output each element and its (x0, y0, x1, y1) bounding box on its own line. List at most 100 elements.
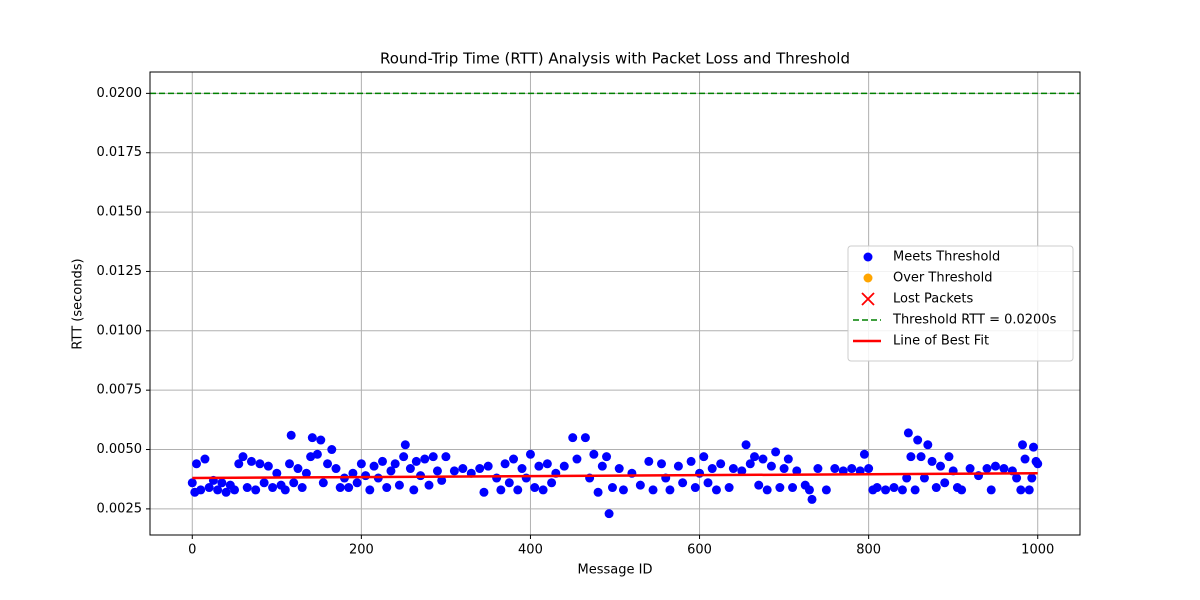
data-point (335, 483, 345, 493)
data-point (604, 509, 614, 519)
data-point (703, 478, 713, 488)
data-point (513, 485, 523, 495)
data-point (409, 485, 419, 495)
data-point (479, 487, 489, 497)
data-point (847, 464, 857, 474)
data-point (394, 480, 404, 490)
data-point (289, 478, 299, 488)
data-point (475, 464, 485, 474)
data-point (1024, 485, 1034, 495)
data-point (771, 447, 781, 457)
data-point (547, 478, 557, 488)
data-point (246, 456, 256, 466)
data-point (648, 485, 658, 495)
data-point (293, 464, 303, 474)
data-point (1016, 485, 1026, 495)
data-point (758, 454, 768, 464)
data-point (312, 449, 322, 459)
data-point (716, 459, 726, 469)
data-point (483, 461, 493, 471)
data-point (906, 452, 916, 462)
data-point (589, 449, 599, 459)
data-point (593, 487, 603, 497)
data-point (1029, 442, 1038, 452)
data-point (286, 430, 296, 440)
data-point (872, 483, 882, 493)
data-point (910, 485, 920, 495)
data-point (521, 473, 531, 483)
data-point (316, 435, 326, 445)
data-point (678, 478, 688, 488)
x-tick-label: 400 (518, 543, 543, 558)
data-point (200, 454, 210, 464)
data-point (830, 464, 840, 474)
data-point (530, 483, 540, 493)
data-point (318, 478, 328, 488)
data-point (881, 485, 891, 495)
x-tick-label: 200 (349, 543, 374, 558)
data-point (234, 459, 244, 469)
data-point (597, 461, 607, 471)
data-point (807, 494, 817, 504)
data-point (348, 468, 358, 478)
data-point (559, 461, 569, 471)
data-point (889, 483, 899, 493)
data-point (504, 478, 514, 488)
data-point (399, 452, 409, 462)
data-point (762, 485, 772, 495)
data-point (509, 454, 519, 464)
data-point (919, 473, 929, 483)
data-point (690, 483, 700, 493)
data-point (724, 483, 734, 493)
data-point (534, 461, 544, 471)
data-point (788, 483, 798, 493)
data-point (525, 449, 535, 459)
data-point (990, 461, 1000, 471)
data-point (344, 483, 354, 493)
x-tick-label: 600 (687, 543, 712, 558)
x-marker (861, 292, 875, 306)
data-point (859, 449, 869, 459)
data-point (382, 483, 392, 493)
data-point (957, 485, 967, 495)
y-tick-label: 0.0025 (97, 501, 143, 516)
data-point (944, 452, 954, 462)
data-point (437, 475, 447, 485)
data-point (272, 468, 282, 478)
data-point (242, 483, 252, 493)
y-axis-label: RTT (seconds) (71, 258, 86, 349)
data-point (301, 468, 311, 478)
data-point (982, 464, 992, 474)
data-point (424, 480, 434, 490)
data-point (923, 440, 933, 450)
data-point (804, 485, 814, 495)
plot-frame (149, 71, 1081, 536)
legend-marker (863, 252, 873, 262)
data-point (323, 459, 333, 469)
data-point (306, 452, 316, 462)
data-point (196, 485, 206, 495)
data-point (1033, 459, 1043, 469)
data-point (965, 464, 975, 474)
data-point (538, 485, 548, 495)
data-point (192, 459, 201, 469)
data-point (783, 454, 793, 464)
data-point (492, 473, 502, 483)
data-point (187, 478, 197, 488)
data-point (618, 485, 628, 495)
data-point (390, 459, 400, 469)
data-point (1027, 473, 1037, 483)
data-point (280, 485, 290, 495)
y-tick-label: 0.0075 (97, 383, 143, 398)
y-tick-label: 0.0200 (97, 86, 143, 101)
data-point (686, 456, 696, 466)
data-point (259, 478, 269, 488)
data-point (238, 452, 248, 462)
data-point (356, 459, 366, 469)
data-point (1020, 454, 1030, 464)
data-point (327, 445, 337, 455)
data-point (999, 464, 1009, 474)
data-point (458, 464, 468, 474)
legend-label: Threshold RTT = 0.0200s (892, 313, 1057, 328)
